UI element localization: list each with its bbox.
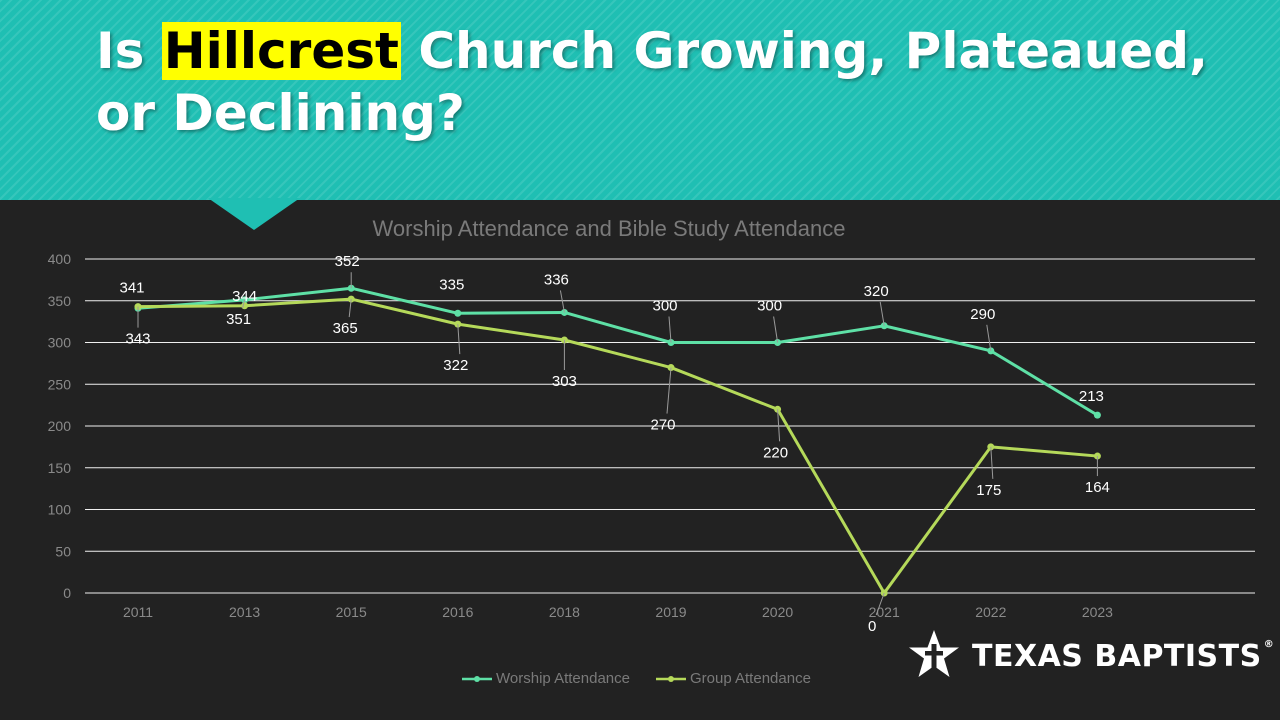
- data-point-group: [774, 405, 782, 413]
- legend-item-worship: Worship Attendance: [462, 670, 630, 687]
- x-tick-label: 2018: [549, 604, 580, 620]
- y-tick-label: 200: [48, 418, 72, 434]
- data-label-worship: 336: [544, 271, 569, 288]
- data-label-group: 175: [976, 482, 1001, 499]
- data-label-leader: [990, 446, 994, 479]
- legend-label-group: Group Attendance: [689, 670, 811, 687]
- y-tick-label: 400: [48, 251, 72, 267]
- data-label-worship: 320: [864, 283, 889, 300]
- chart-legend: Worship Attendance Group Attendance: [462, 670, 811, 687]
- attendance-chart: Worship Attendance and Bible Study Atten…: [48, 216, 1255, 635]
- data-label-worship: 352: [335, 253, 360, 270]
- data-label-worship: 335: [439, 276, 464, 293]
- logo-text: TEXAS BAPTISTS ®: [972, 639, 1274, 674]
- title-prefix: Is: [96, 22, 162, 80]
- data-label-leader: [242, 299, 246, 309]
- legend-swatch-group: [655, 675, 686, 682]
- data-label-leader: [875, 592, 885, 616]
- logo-wordmark: TEXAS BAPTISTS: [972, 638, 1262, 674]
- y-tick-label: 250: [48, 376, 72, 392]
- data-label-group: 344: [232, 288, 257, 305]
- data-label-worship: 290: [970, 306, 995, 323]
- data-label-group: 303: [552, 373, 577, 390]
- data-label-leader: [879, 301, 885, 326]
- x-tick-label: 2013: [229, 604, 260, 620]
- data-label-group: 270: [650, 417, 675, 434]
- data-point-worship: [347, 284, 355, 292]
- legend-swatch-worship: [462, 675, 492, 682]
- legend-label-worship: Worship Attendance: [496, 670, 630, 687]
- data-label-leader: [986, 324, 992, 351]
- data-label-leader: [773, 316, 779, 343]
- data-label-leader: [457, 324, 461, 355]
- data-label-leader: [666, 367, 672, 414]
- page-title: Is Hillcrest Church Growing, Plateaued, …: [96, 20, 1216, 144]
- series-line-group: [137, 297, 1098, 595]
- y-tick-label: 0: [63, 585, 71, 601]
- legend-item-group: Group Attendance: [655, 670, 811, 687]
- data-label-group: 0: [868, 618, 876, 635]
- y-tick-label: 50: [55, 543, 71, 559]
- y-tick-label: 100: [48, 502, 72, 518]
- data-label-worship: 300: [757, 298, 782, 315]
- data-label-leader: [348, 299, 352, 318]
- data-label-group: 164: [1085, 479, 1110, 496]
- data-label-worship: 300: [652, 298, 677, 315]
- y-tick-label: 150: [48, 460, 72, 476]
- data-label-group: 365: [333, 320, 358, 337]
- series-line-worship: [137, 286, 1099, 417]
- x-tick-label: 2023: [1082, 604, 1113, 620]
- data-label-leader: [777, 409, 781, 442]
- data-label-group: 220: [763, 444, 788, 461]
- x-tick-label: 2020: [762, 604, 793, 620]
- y-tick-label: 300: [48, 335, 72, 351]
- texas-baptists-logo: TEXAS BAPTISTS ®: [906, 628, 1274, 684]
- chart-title: Worship Attendance and Bible Study Atten…: [373, 216, 846, 241]
- data-point-group: [667, 364, 675, 372]
- x-tick-label: 2015: [336, 604, 367, 620]
- x-tick-label: 2016: [442, 604, 473, 620]
- x-tick-label: 2019: [655, 604, 686, 620]
- data-label-worship: 341: [119, 279, 144, 296]
- x-tick-label: 2011: [123, 604, 153, 620]
- title-highlight: Hillcrest: [161, 22, 401, 80]
- data-label-leader: [668, 316, 672, 343]
- data-label-group: 343: [125, 331, 150, 348]
- y-tick-label: 350: [48, 293, 72, 309]
- data-label-worship: 351: [226, 311, 251, 328]
- registered-mark: ®: [1263, 638, 1275, 650]
- data-label-group: 322: [443, 357, 468, 374]
- data-label-worship: 213: [1079, 388, 1104, 405]
- title-suffix: Church Growing, Plateaued, or Declining?: [96, 22, 1209, 142]
- x-tick-label: 2022: [975, 604, 1006, 620]
- x-tick-label: 2021: [869, 604, 900, 620]
- star-cross-icon: [909, 630, 959, 677]
- banner-notch: [208, 198, 300, 230]
- data-point-worship: [1093, 411, 1101, 419]
- data-label-leader: [559, 290, 565, 313]
- data-point-worship: [454, 309, 462, 317]
